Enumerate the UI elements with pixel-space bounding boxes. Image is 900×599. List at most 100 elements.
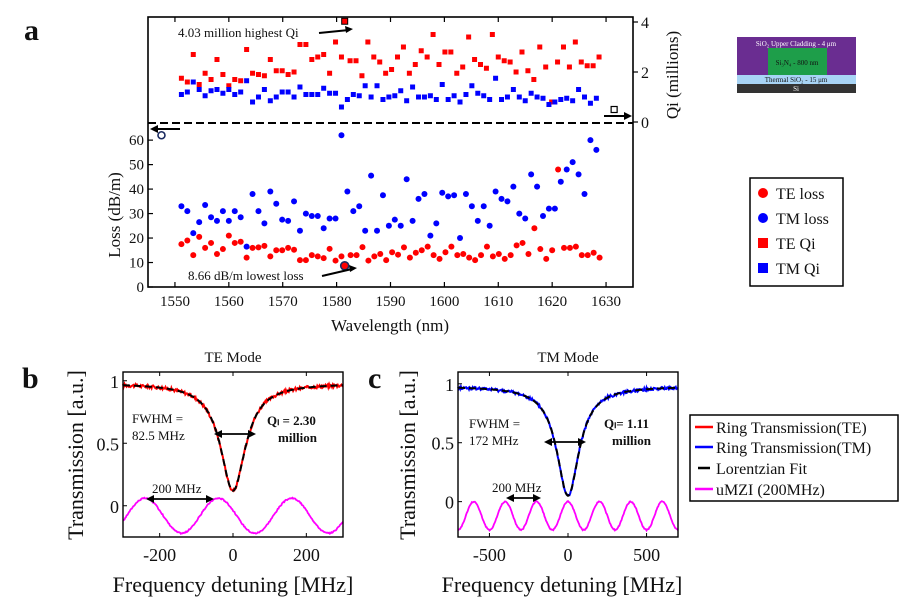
tm-qi-point xyxy=(534,94,540,100)
panel-label-a: a xyxy=(24,14,39,47)
panel-c-ql-label: Qₗ= 1.11 xyxy=(604,416,649,431)
tm-loss-point xyxy=(575,171,582,178)
te-loss-point xyxy=(184,237,191,244)
tm-qi-point xyxy=(226,87,232,92)
legend-te-qi-marker xyxy=(758,238,768,248)
lowest-loss-annotation: 8.66 dB/m lowest loss xyxy=(188,268,304,283)
legend-ring-te-label: Ring Transmission(TE) xyxy=(716,420,867,437)
te-loss-point xyxy=(466,254,473,261)
tm-qi-point xyxy=(487,97,493,102)
loss-y-tick-label: 50 xyxy=(129,158,144,174)
te-qi-point xyxy=(572,39,578,45)
tm-qi-point xyxy=(220,90,226,96)
tm-loss-point xyxy=(504,198,511,205)
tm-loss-point xyxy=(338,132,345,139)
tm-loss-point xyxy=(379,192,386,199)
te-loss-point xyxy=(178,241,185,248)
te-loss-point xyxy=(478,252,485,259)
tm-loss-point xyxy=(540,213,547,220)
tm-loss-point xyxy=(249,190,256,197)
tm-loss-point xyxy=(208,214,215,221)
tm-qi-point xyxy=(291,94,297,100)
tm-qi-point xyxy=(469,83,475,89)
tm-qi-point xyxy=(178,92,184,97)
x-tick-label: 1550 xyxy=(160,294,190,310)
te-loss-point xyxy=(549,247,556,254)
tm-qi-point xyxy=(451,93,457,99)
tm-loss-point xyxy=(433,220,440,227)
te-loss-point xyxy=(507,252,514,259)
te-loss-point xyxy=(347,252,354,259)
x-tick-label: 1620 xyxy=(537,294,567,310)
loss-y-tick-label: 60 xyxy=(129,133,144,149)
panel-c-mzi-period-label: 200 MHz xyxy=(492,480,542,495)
loss-axis-indicator-marker xyxy=(157,130,166,140)
x-tick-label: 1610 xyxy=(483,294,513,310)
tm-loss-point xyxy=(427,232,434,239)
tm-qi-point xyxy=(445,97,451,102)
te-loss-point xyxy=(543,255,550,262)
te-qi-point xyxy=(412,62,418,67)
te-qi-point xyxy=(513,69,519,75)
te-loss-point xyxy=(365,257,372,264)
tm-qi-point xyxy=(303,92,309,97)
te-loss-point xyxy=(400,244,407,251)
panel-b-mzi-period-label: 200 MHz xyxy=(152,481,202,496)
tm-loss-point xyxy=(569,159,576,166)
tm-qi-point xyxy=(309,92,315,97)
te-qi-point xyxy=(584,63,590,69)
tm-qi-point xyxy=(273,94,279,100)
te-loss-point xyxy=(383,257,390,264)
te-qi-point xyxy=(365,39,371,45)
te-qi-point xyxy=(472,57,478,62)
tm-loss-point xyxy=(385,222,392,229)
panel-bc-legend: Ring Transmission(TE) Ring Transmission(… xyxy=(689,414,899,502)
te-qi-point xyxy=(279,68,285,74)
tm-loss-point xyxy=(279,216,286,223)
tm-qi-point xyxy=(333,90,339,96)
loss-y-tick-label: 0 xyxy=(137,280,145,296)
tm-qi-point xyxy=(570,98,576,104)
tm-loss-point xyxy=(326,215,333,222)
panel-c-y-tick-label: 0.5 xyxy=(432,434,455,454)
tm-qi-point xyxy=(404,98,410,104)
tm-loss-point xyxy=(296,227,303,234)
te-qi-point xyxy=(303,42,309,47)
te-qi-point xyxy=(347,58,353,64)
te-loss-point xyxy=(291,246,298,253)
panel-b-ql-label: Qₗ = 2.30 xyxy=(267,413,316,428)
tm-loss-point xyxy=(457,235,464,242)
te-loss-point xyxy=(596,254,603,261)
tm-qi-point xyxy=(285,89,291,95)
te-loss-point xyxy=(326,245,333,252)
tm-qi-point xyxy=(493,75,499,81)
te-qi-point xyxy=(267,57,273,62)
panel-a-xlabel: Wavelength (nm) xyxy=(331,316,449,335)
te-loss-point xyxy=(489,253,496,260)
te-qi-point xyxy=(371,54,377,60)
panel-c-fwhm-arrow xyxy=(544,438,586,446)
te-qi-point xyxy=(208,77,214,82)
qi-axis-indicator-marker xyxy=(610,105,618,114)
te-loss-point xyxy=(208,239,215,246)
tm-qi-point xyxy=(344,97,350,102)
legend-te-loss-marker xyxy=(758,188,768,198)
te-loss-point xyxy=(513,242,520,249)
x-tick-label: 1600 xyxy=(429,294,459,310)
te-qi-point xyxy=(285,72,291,77)
panel-a-legend: TE loss TM loss TE Qi TM Qi xyxy=(749,177,844,287)
te-qi-point xyxy=(418,48,424,54)
tm-qi-point xyxy=(386,94,392,100)
highest-qi-annotation: 4.03 million highest Qi xyxy=(178,25,299,40)
panel-b-title: TE Mode xyxy=(204,350,261,366)
tm-qi-point xyxy=(315,92,321,97)
tm-loss-point xyxy=(237,214,244,221)
te-qi-point xyxy=(353,58,359,64)
tm-qi-point xyxy=(528,90,534,96)
te-qi-point xyxy=(273,68,279,74)
tm-qi-point xyxy=(214,87,220,92)
tm-qi-point xyxy=(321,85,327,91)
te-loss-point xyxy=(412,249,419,256)
x-tick-label: 1590 xyxy=(376,294,406,310)
te-qi-point xyxy=(507,59,513,65)
